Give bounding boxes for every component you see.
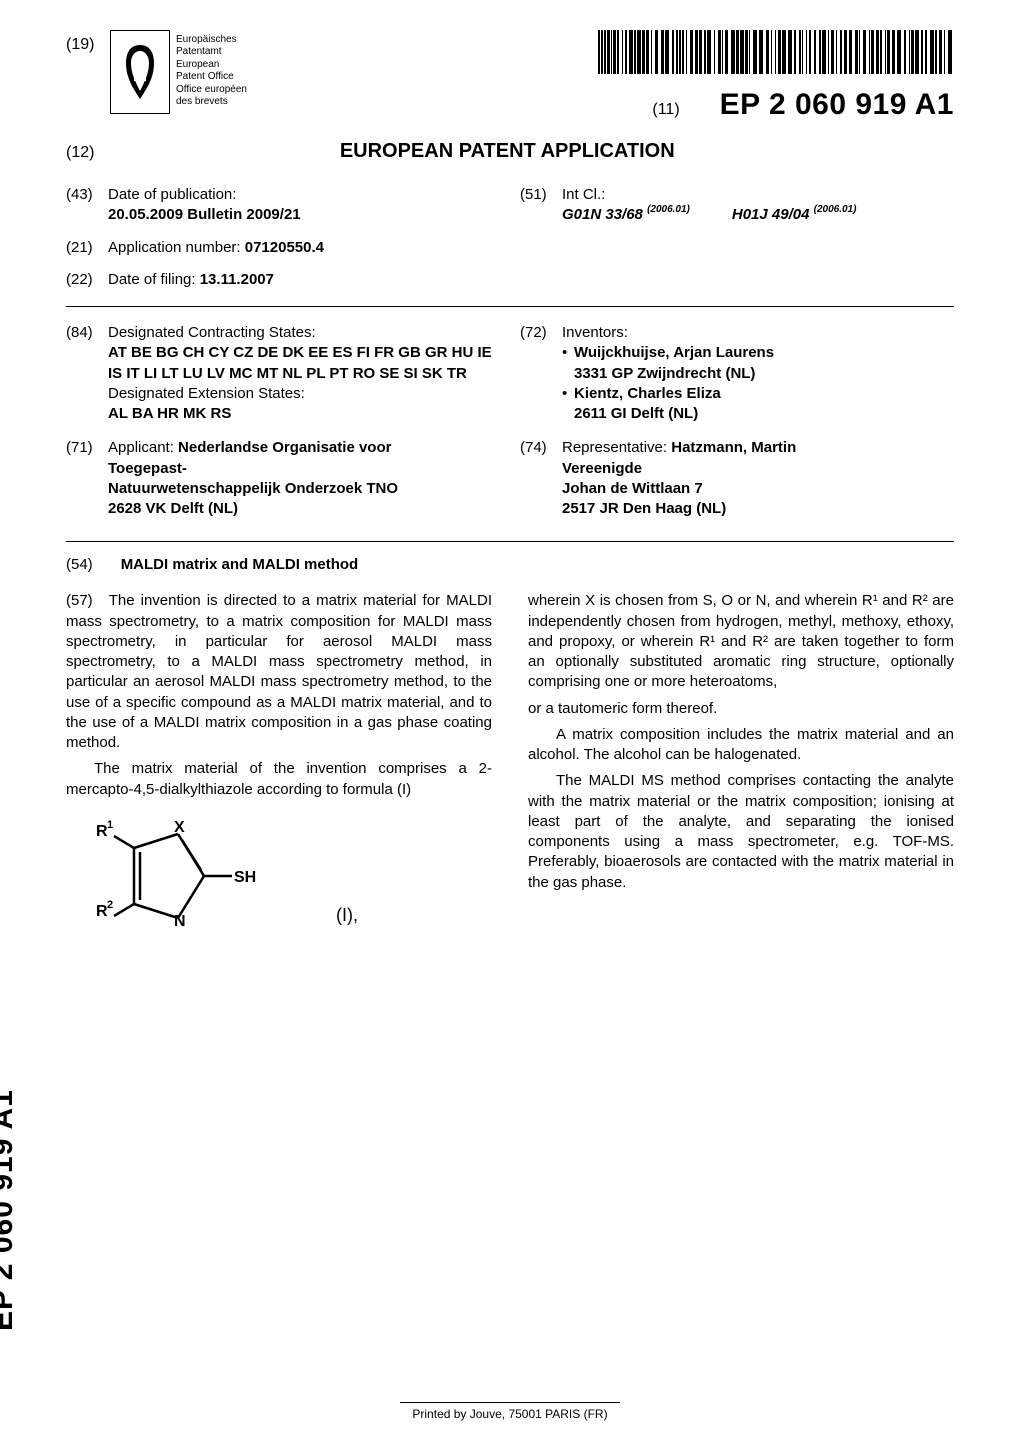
applicant-line-0: Nederlandse Organisatie voor — [178, 439, 391, 456]
field-57-num: (57) — [66, 592, 93, 609]
svg-text:N: N — [174, 913, 186, 928]
rule-2 — [66, 541, 954, 542]
field-22-label: Date of filing: — [108, 271, 196, 288]
field-21-value: 07120550.4 — [245, 239, 324, 256]
inventor-1-name: Kientz, Charles Eliza — [574, 385, 721, 402]
field-12: (12) — [66, 144, 94, 162]
rule-1 — [66, 306, 954, 307]
document-type: EUROPEAN PATENT APPLICATION — [340, 140, 675, 163]
field-19: (19) — [66, 30, 100, 54]
ipc-code-0: G01N 33/68 (2006.01) — [562, 205, 690, 225]
field-84-ext-states: AL BA HR MK RS — [108, 405, 231, 422]
field-72-label: Inventors: — [562, 324, 628, 341]
field-11: (11) — [652, 101, 679, 119]
office-label-en: European Patent Office — [176, 59, 247, 82]
field-71-num: (71) — [66, 438, 100, 519]
abstract-left-0: The invention is directed to a matrix ma… — [66, 592, 492, 751]
footer: Printed by Jouve, 75001 PARIS (FR) — [0, 1402, 1020, 1421]
office-label-de: Europäisches Patentamt — [176, 34, 247, 57]
field-84-num: (84) — [66, 323, 100, 424]
rep-line-3: 2517 JR Den Haag (NL) — [562, 500, 726, 517]
rep-line-0: Hatzmann, Martin — [671, 439, 796, 456]
svg-text:X: X — [174, 819, 185, 836]
inventor-1-addr: 2611 GI Delft (NL) — [574, 405, 698, 422]
field-43-num: (43) — [66, 185, 100, 226]
field-74-num: (74) — [520, 438, 554, 519]
office-labels: Europäisches Patentamt European Patent O… — [176, 30, 247, 109]
epo-logo-block: Europäisches Patentamt European Patent O… — [110, 30, 247, 114]
field-84-ext-label: Designated Extension States: — [108, 385, 305, 402]
field-84-label: Designated Contracting States: — [108, 324, 316, 341]
field-22-value: 13.11.2007 — [200, 271, 274, 288]
field-22-num: (22) — [66, 270, 100, 290]
ipc-codes: G01N 33/68 (2006.01) H01J 49/04 (2006.01) — [562, 206, 898, 223]
abstract-right-3: The MALDI MS method comprises contacting… — [528, 771, 954, 893]
formula-label: (I), — [336, 903, 358, 927]
field-43-value: 20.05.2009 Bulletin 2009/21 — [108, 206, 301, 223]
abstract-left-1: The matrix material of the invention com… — [66, 759, 492, 800]
field-51-num: (51) — [520, 185, 554, 226]
rep-line-1: Vereenigde — [562, 460, 642, 477]
inventor-0-addr: 3331 GP Zwijndrecht (NL) — [574, 365, 755, 382]
office-label-fr: Office européen des brevets — [176, 84, 247, 107]
applicant-line-2: Natuurwetenschappelijk Onderzoek TNO — [108, 480, 398, 497]
footer-rule — [400, 1402, 620, 1403]
applicant-line-3: 2628 VK Delft (NL) — [108, 500, 238, 517]
svg-text:2: 2 — [107, 899, 113, 911]
barcode — [594, 30, 954, 74]
publication-number: EP 2 060 919 A1 — [720, 88, 954, 122]
field-43-label: Date of publication: — [108, 186, 236, 203]
footer-text: Printed by Jouve, 75001 PARIS (FR) — [412, 1407, 607, 1421]
chem-formula: R1R2XNSH (I), — [86, 818, 492, 928]
inventor-0-name: Wuijckhuijse, Arjan Laurens — [574, 344, 774, 361]
field-72-num: (72) — [520, 323, 554, 424]
field-51-label: Int Cl.: — [562, 186, 605, 203]
field-84-states: AT BE BG CH CY CZ DE DK EE ES FI FR GB G… — [108, 344, 492, 381]
chem-structure-svg: R1R2XNSH — [86, 818, 256, 928]
ipc-code-1: H01J 49/04 (2006.01) — [732, 205, 857, 225]
field-21-num: (21) — [66, 238, 100, 258]
invention-title: MALDI matrix and MALDI method — [121, 556, 359, 573]
abstract-right-2: A matrix composition includes the matrix… — [528, 725, 954, 766]
field-54-num: (54) — [66, 556, 93, 573]
field-74-label: Representative: — [562, 439, 667, 456]
field-71-label: Applicant: — [108, 439, 174, 456]
rep-line-2: Johan de Wittlaan 7 — [562, 480, 703, 497]
side-publication-number: EP 2 060 919 A1 — [0, 1089, 20, 1331]
svg-text:1: 1 — [107, 819, 113, 831]
abstract-right-0: wherein X is chosen from S, O or N, and … — [528, 591, 954, 692]
applicant-line-1: Toegepast- — [108, 460, 187, 477]
abstract-right-1: or a tautomeric form thereof. — [528, 699, 954, 719]
field-21-label: Application number: — [108, 239, 241, 256]
epo-logo — [110, 30, 170, 114]
svg-text:SH: SH — [234, 869, 256, 886]
